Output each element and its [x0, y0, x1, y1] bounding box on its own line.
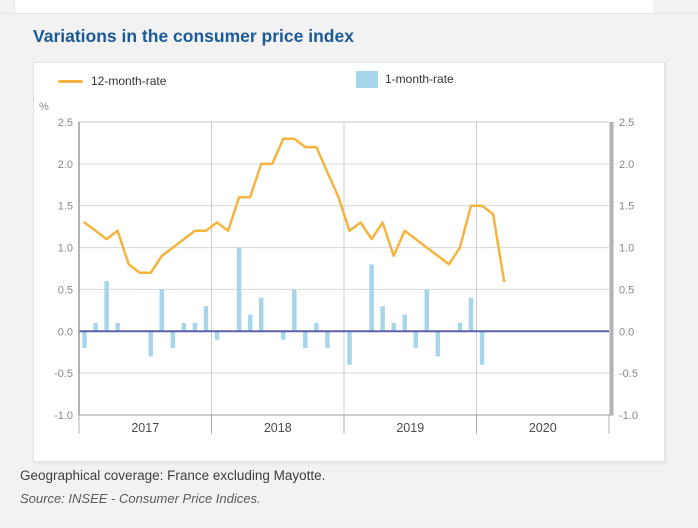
bar-1-month-rate: [292, 289, 297, 332]
bar-1-month-rate: [192, 322, 198, 332]
bar-1-month-rate: [380, 306, 385, 332]
y-axis-label-right: 2.5: [619, 117, 634, 129]
bar-1-month-rate: [457, 322, 463, 332]
bar-1-month-rate: [148, 331, 154, 357]
bar-1-month-rate: [369, 264, 374, 332]
bar-1-month-rate: [93, 322, 98, 332]
chart-card: 12-month-rate 1-month-rate % 2.5 2.5 2.0 2.…: [33, 62, 665, 462]
coverage-note: Geographical coverage: France excluding …: [20, 468, 326, 483]
bar-1-month-rate: [314, 322, 319, 332]
y-axis-label-right: 0.5: [619, 284, 634, 296]
bar-1-month-rate: [159, 289, 165, 332]
bar-1-month-rate: [258, 297, 264, 332]
legend-label-1-month-rate: 1-month-rate: [385, 72, 454, 86]
bar-1-month-rate: [115, 322, 120, 332]
bar-1-month-rate: [424, 289, 430, 332]
x-axis-year-label: 2017: [131, 421, 159, 435]
y-axis-label-right: -1.0: [619, 410, 638, 422]
y-axis-label-right: 1.0: [619, 243, 634, 255]
top-divider: [0, 13, 698, 14]
bar-1-month-rate: [203, 306, 209, 332]
bar-1-month-rate: [82, 331, 87, 349]
bar-1-month-rate: [214, 331, 220, 340]
bar-1-month-rate: [236, 247, 242, 332]
x-axis-year-label: 2020: [529, 421, 557, 435]
y-axis-label-right: 0.0: [619, 326, 634, 338]
y-axis-label-left: 1.5: [58, 201, 73, 213]
chart-legend: 12-month-rate 1-month-rate: [34, 63, 664, 97]
chart-scrollbar[interactable]: [609, 122, 614, 415]
y-axis-label-left: -1.0: [54, 410, 73, 422]
y-axis-label-right: 1.5: [619, 201, 634, 213]
bar-1-month-rate: [402, 314, 407, 332]
y-axis-label-left: 0.5: [58, 284, 73, 296]
bar-1-month-rate: [247, 314, 253, 332]
bar-1-month-rate: [303, 331, 308, 349]
bar-1-month-rate: [281, 331, 286, 340]
line-12-month-rate: [83, 137, 506, 283]
bar-1-month-rate: [391, 322, 396, 332]
bar-1-month-rate: [347, 331, 352, 365]
legend-item-12-month-rate[interactable]: 12-month-rate: [58, 71, 166, 91]
line-series-swatch-icon: [58, 79, 83, 83]
x-axis-year-label: 2018: [264, 421, 292, 435]
page-title: Variations in the consumer price index: [33, 26, 354, 46]
y-axis-label-right: -0.5: [619, 368, 638, 380]
chart-plot: 2.5 2.5 2.0 2.0 1.5 1.5 1.0 1.0 0.5 0.5 0.0 0.0 -0.5…: [54, 117, 638, 435]
bar-1-month-rate: [413, 331, 419, 349]
y-axis-label-left: 2.5: [58, 117, 73, 129]
bar-1-month-rate: [479, 331, 485, 365]
bar-1-month-rate: [181, 322, 187, 332]
top-strip: [14, 0, 653, 13]
x-axis-year-label: 2019: [396, 421, 424, 435]
bar-1-month-rate: [104, 281, 109, 332]
legend-label-12-month-rate: 12-month-rate: [91, 74, 167, 88]
bar-1-month-rate: [170, 331, 176, 349]
y-axis-label-left: -0.5: [54, 368, 73, 380]
y-axis-label-left: 1.0: [58, 243, 73, 255]
legend-item-1-month-rate[interactable]: 1-month-rate: [356, 69, 454, 89]
bar-series-swatch-icon: [356, 70, 378, 88]
bar-1-month-rate: [468, 297, 474, 332]
y-axis-label-left: 2.0: [58, 159, 73, 171]
left-divider: [14, 0, 15, 13]
source-note: Source: INSEE - Consumer Price Indices.: [20, 491, 261, 506]
chart-area: 2.5 2.5 2.0 2.0 1.5 1.5 1.0 1.0 0.5 0.5 0.0 0.0 -0.5…: [34, 63, 664, 461]
y-axis-unit-label: %: [39, 101, 49, 113]
bar-1-month-rate: [435, 331, 441, 357]
bar-1-month-rate: [325, 331, 330, 349]
y-axis-label-left: 0.0: [58, 326, 73, 338]
y-axis-label-right: 2.0: [619, 159, 634, 171]
